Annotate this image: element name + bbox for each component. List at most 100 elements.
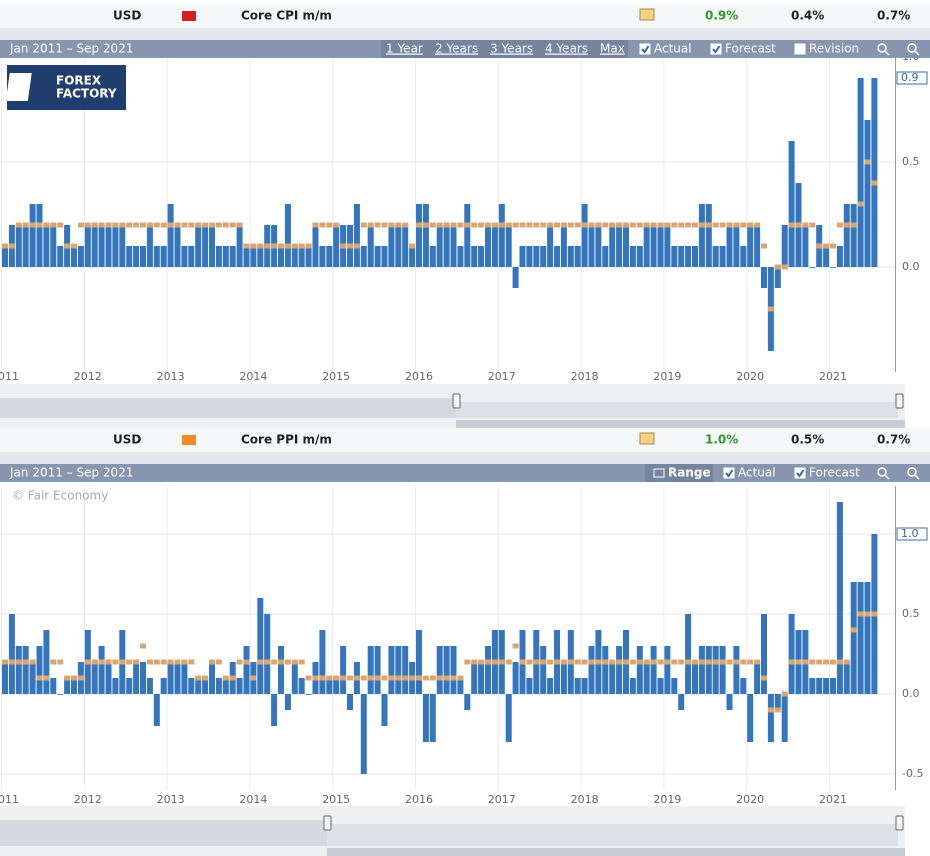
forecast-marker [367, 222, 374, 228]
forecast-marker [243, 659, 250, 665]
zoom-out[interactable] [907, 467, 917, 477]
forecast-marker [271, 243, 278, 249]
forecast-marker [836, 222, 843, 228]
bar [485, 646, 491, 694]
zoom-in[interactable] [877, 467, 887, 477]
bar [298, 678, 305, 694]
range-button[interactable]: Max [600, 42, 625, 56]
bar [229, 246, 236, 267]
checkbox[interactable] [639, 43, 651, 55]
bar [761, 267, 767, 288]
forecast-marker [629, 659, 636, 665]
bar [133, 662, 140, 694]
toggle-label[interactable]: Forecast [809, 466, 860, 480]
bar [326, 246, 333, 267]
forecast-marker [788, 222, 795, 228]
forecast-marker [816, 659, 823, 665]
forecast-marker [77, 222, 84, 228]
bar [602, 246, 609, 267]
bar [781, 694, 788, 742]
range-button[interactable]: 4 Years [545, 42, 588, 56]
bar [685, 614, 692, 694]
bar [98, 646, 105, 694]
bar [2, 246, 8, 267]
bar [360, 246, 367, 267]
bar [526, 246, 533, 267]
navigator-handle[interactable] [895, 815, 904, 831]
plot-area [0, 57, 895, 372]
forecast-marker [567, 222, 574, 228]
forecast-marker [229, 675, 236, 681]
toggle-label[interactable]: Revision [809, 42, 859, 56]
navigator-handle[interactable] [895, 393, 904, 409]
event-name[interactable]: Core PPI m/m [241, 433, 332, 447]
bar [146, 225, 153, 267]
forecast-marker [291, 659, 298, 665]
bar [374, 246, 381, 267]
bar [581, 678, 588, 694]
forecast-marker [450, 675, 457, 681]
bar [209, 225, 215, 267]
bar [836, 246, 843, 267]
forecast-marker [112, 659, 119, 665]
forecast-marker [126, 222, 133, 228]
date-range: Jan 2011 – Sep 2021 [9, 466, 133, 480]
bar [188, 246, 195, 267]
bar [243, 246, 250, 267]
zoom-in[interactable] [877, 43, 887, 53]
forecast-marker [616, 222, 623, 228]
forecast-marker [236, 659, 243, 665]
navigator-handle[interactable] [323, 815, 332, 831]
bar [264, 614, 271, 694]
toggle-label[interactable]: Actual [738, 466, 776, 480]
bar [850, 204, 857, 267]
range-button[interactable]: Range [668, 466, 711, 480]
forecast-marker [84, 659, 91, 665]
bar [678, 246, 685, 267]
forecast-marker [498, 659, 505, 665]
event-name[interactable]: Core CPI m/m [241, 9, 332, 23]
forecast-marker [588, 659, 595, 665]
checkbox[interactable] [794, 467, 806, 479]
check-mark [796, 469, 805, 478]
bar [554, 246, 560, 267]
forecast-marker [850, 222, 857, 228]
date-range: Jan 2011 – Sep 2021 [9, 42, 133, 56]
forecast-marker [864, 159, 871, 165]
navigator-scrollbar [456, 420, 905, 428]
navigator-shade [456, 402, 898, 418]
detail-icon[interactable] [639, 8, 655, 21]
forecast-marker [678, 222, 685, 228]
checkbox[interactable] [723, 467, 735, 479]
checkbox[interactable] [794, 43, 806, 55]
bar [464, 204, 471, 267]
forecast-marker [381, 222, 388, 228]
range-button[interactable]: 3 Years [490, 42, 533, 56]
bar [443, 225, 450, 267]
x-tick-label: 2015 [322, 793, 350, 806]
toggle-label[interactable]: Forecast [725, 42, 776, 56]
forecast-marker [664, 222, 671, 228]
bar [643, 662, 650, 694]
forecast-marker [222, 675, 229, 681]
forecast-marker [326, 222, 333, 228]
zoom-out[interactable] [907, 43, 917, 53]
forecast-marker [64, 243, 71, 249]
forecast-marker [278, 659, 284, 665]
forecast-marker [491, 222, 498, 228]
forecast-marker [50, 222, 57, 228]
toggle-label[interactable]: Actual [654, 42, 692, 56]
range-button[interactable]: 1 Year [386, 42, 423, 56]
forecast-marker [698, 659, 705, 665]
checkbox[interactable] [710, 43, 722, 55]
currency: USD [113, 433, 141, 447]
bar [726, 225, 733, 267]
forecast-marker [547, 222, 554, 228]
range-button[interactable]: 2 Years [435, 42, 478, 56]
bar [836, 502, 843, 694]
detail-icon[interactable] [639, 432, 655, 445]
navigator-handle[interactable] [452, 393, 461, 409]
forecast-marker [650, 659, 657, 665]
forecast-marker [360, 222, 367, 228]
bar [540, 646, 547, 694]
